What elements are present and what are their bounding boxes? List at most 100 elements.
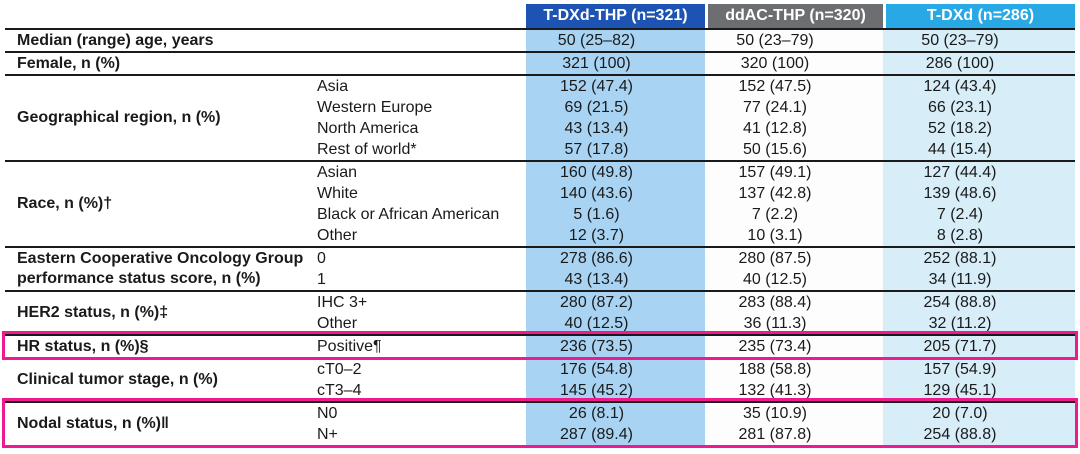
category-label: IHC 3+ bbox=[317, 294, 368, 311]
table-header-row: T-DXd-THP (n=321) ddAC-THP (n=320) T-DXd… bbox=[5, 4, 1075, 28]
value-cell: 35 (10.9) bbox=[742, 405, 808, 422]
value-column: 152 (47.4) 69 (21.5) 43 (13.4) 57 (17.8) bbox=[526, 76, 705, 160]
value-cell: 129 (45.1) bbox=[923, 382, 997, 399]
value-cell: 41 (12.8) bbox=[742, 120, 808, 137]
value-cell: 20 (7.0) bbox=[932, 405, 988, 422]
value-cell: 140 (43.6) bbox=[560, 185, 633, 202]
value-column: 50 (25–82) bbox=[526, 30, 705, 51]
value-column: 321 (100) bbox=[526, 53, 705, 74]
row-label: Race, n (%)† bbox=[5, 162, 317, 246]
value-column: 252 (88.1) 34 (11.9) bbox=[883, 248, 1075, 290]
row-label: Female, n (%) bbox=[5, 53, 317, 74]
category-label: 0 bbox=[317, 250, 326, 267]
value-cell: 236 (73.5) bbox=[560, 338, 633, 355]
value-cell: 205 (71.7) bbox=[923, 338, 997, 355]
row-categories: cT0–2 cT3–4 bbox=[317, 359, 526, 401]
value-cell: 8 (2.8) bbox=[936, 227, 984, 244]
row-label: Nodal status, n (%)‖ bbox=[5, 403, 317, 445]
value-cell: 278 (86.6) bbox=[560, 250, 633, 267]
value-column: 280 (87.5) 40 (12.5) bbox=[705, 248, 883, 290]
row-label: HR status, n (%)§ bbox=[5, 336, 317, 357]
table-row-group-highlighted: HR status, n (%)§ Positive¶ 236 (73.5) 235 … bbox=[2, 331, 1078, 360]
category-label: cT3–4 bbox=[317, 382, 362, 399]
row-label: Median (range) age, years bbox=[5, 30, 317, 51]
value-cell: 50 (23–79) bbox=[736, 32, 814, 49]
value-column: 20 (7.0) 254 (88.8) bbox=[883, 403, 1075, 445]
value-cell: 254 (88.8) bbox=[923, 294, 997, 311]
value-column: 280 (87.2) 40 (12.5) bbox=[526, 292, 705, 334]
value-cell: 235 (73.4) bbox=[738, 338, 812, 355]
row-categories bbox=[317, 53, 526, 74]
value-column: 157 (54.9) 129 (45.1) bbox=[883, 359, 1075, 401]
value-cell: 66 (23.1) bbox=[927, 99, 993, 116]
column-header-ddac-thp: ddAC-THP (n=320) bbox=[705, 4, 883, 28]
category-label: Asian bbox=[317, 164, 358, 181]
value-cell: 280 (87.5) bbox=[738, 250, 812, 267]
value-column: 278 (86.6) 43 (13.4) bbox=[526, 248, 705, 290]
value-cell: 40 (12.5) bbox=[742, 271, 808, 288]
header-spacer-label bbox=[5, 4, 317, 28]
value-cell: 57 (17.8) bbox=[564, 141, 629, 158]
value-cell: 152 (47.5) bbox=[738, 78, 812, 95]
value-column: 50 (23–79) bbox=[883, 30, 1075, 51]
value-cell: 10 (3.1) bbox=[747, 227, 803, 244]
value-cell: 157 (54.9) bbox=[923, 361, 997, 378]
category-label: Rest of world* bbox=[317, 141, 417, 158]
row-label-text: Race, n (%)† bbox=[17, 195, 113, 212]
row-label-text: Nodal status, n (%)‖ bbox=[17, 415, 169, 432]
value-cell: 12 (3.7) bbox=[568, 227, 625, 244]
value-cell: 252 (88.1) bbox=[923, 250, 997, 267]
table-row-group: Eastern Cooperative Oncology Group perfo… bbox=[5, 246, 1075, 290]
value-cell: 287 (89.4) bbox=[560, 426, 633, 443]
table-row-group: HER2 status, n (%)‡ IHC 3+ Other 280 (87.2)… bbox=[5, 290, 1075, 334]
value-column: 127 (44.4) 139 (48.6) 7 (2.4) 8 (2.8) bbox=[883, 162, 1075, 246]
category-label bbox=[317, 30, 526, 51]
row-label-text: Eastern Cooperative Oncology Group perfo… bbox=[17, 250, 304, 287]
value-cell: 69 (21.5) bbox=[564, 99, 629, 116]
row-label: HER2 status, n (%)‡ bbox=[5, 292, 317, 334]
value-cell: 34 (11.9) bbox=[928, 271, 992, 288]
value-cell: 139 (48.6) bbox=[923, 185, 997, 202]
row-label: Geographical region, n (%) bbox=[5, 76, 317, 160]
value-cell: 36 (11.3) bbox=[743, 315, 807, 332]
value-cell: 50 (25–82) bbox=[557, 32, 636, 49]
value-cell: 160 (49.8) bbox=[560, 164, 633, 181]
table-row-group-highlighted: Nodal status, n (%)‖ N0 N+ 26 (8.1) 287 (89.… bbox=[2, 398, 1078, 448]
row-label: Eastern Cooperative Oncology Group perfo… bbox=[5, 248, 317, 290]
characteristics-table: T-DXd-THP (n=321) ddAC-THP (n=320) T-DXd… bbox=[2, 4, 1078, 448]
value-cell: 321 (100) bbox=[562, 55, 631, 72]
value-cell: 26 (8.1) bbox=[568, 405, 625, 422]
row-categories: Asia Western Europe North America Rest of w… bbox=[317, 76, 526, 160]
value-column: 235 (73.4) bbox=[705, 336, 883, 357]
value-cell: 7 (2.2) bbox=[751, 206, 799, 223]
category-label: N+ bbox=[317, 426, 338, 443]
row-label-text: Clinical tumor stage, n (%) bbox=[17, 371, 218, 388]
value-cell: 44 (15.4) bbox=[927, 141, 993, 158]
value-cell: 124 (43.4) bbox=[923, 78, 997, 95]
value-cell: 43 (13.4) bbox=[564, 120, 629, 137]
value-column: 205 (71.7) bbox=[883, 336, 1075, 357]
value-column: 35 (10.9) 281 (87.8) bbox=[705, 403, 883, 445]
row-label-text: Female, n (%) bbox=[17, 54, 121, 72]
row-categories bbox=[317, 30, 526, 51]
value-column: 124 (43.4) 66 (23.1) 52 (18.2) 44 (15.4) bbox=[883, 76, 1075, 160]
category-label: Positive¶ bbox=[317, 338, 382, 355]
value-cell: 286 (100) bbox=[925, 55, 995, 72]
category-label: White bbox=[317, 185, 358, 202]
header-spacer-category bbox=[317, 4, 526, 28]
value-cell: 32 (11.2) bbox=[928, 315, 992, 332]
table-row-group: Race, n (%)† Asian White Black or African A… bbox=[5, 160, 1075, 246]
value-cell: 132 (41.3) bbox=[738, 382, 812, 399]
row-label-text: HER2 status, n (%)‡ bbox=[17, 304, 169, 321]
value-cell: 176 (54.8) bbox=[560, 361, 633, 378]
row-label-text: HR status, n (%)§ bbox=[17, 337, 149, 355]
category-label: Asia bbox=[317, 78, 349, 95]
value-cell: 281 (87.8) bbox=[738, 426, 812, 443]
table-row-group: Geographical region, n (%) Asia Western Eu… bbox=[5, 74, 1075, 160]
value-cell: 157 (49.1) bbox=[738, 164, 812, 181]
category-label: North America bbox=[317, 120, 419, 137]
value-cell: 254 (88.8) bbox=[923, 426, 997, 443]
value-cell: 7 (2.4) bbox=[936, 206, 984, 223]
value-cell: 77 (24.1) bbox=[742, 99, 808, 116]
